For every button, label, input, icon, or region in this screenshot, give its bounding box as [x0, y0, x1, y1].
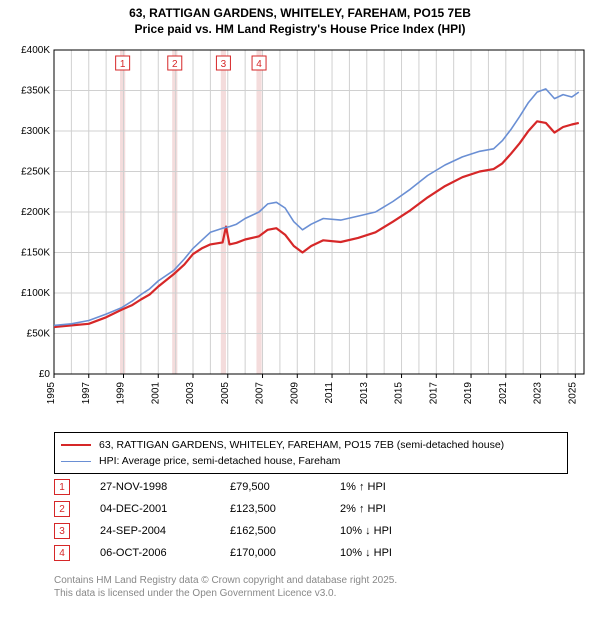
svg-text:2015: 2015: [394, 382, 405, 405]
table-row: 3 24-SEP-2004 £162,500 10% ↓ HPI: [54, 520, 440, 542]
footer-attribution: Contains HM Land Registry data © Crown c…: [54, 574, 397, 600]
sale-price: £162,500: [230, 525, 340, 537]
chart-title: 63, RATTIGAN GARDENS, WHITELEY, FAREHAM,…: [0, 0, 600, 37]
sale-date: 04-DEC-2001: [100, 503, 230, 515]
svg-text:£250K: £250K: [21, 167, 50, 178]
legend-item: 63, RATTIGAN GARDENS, WHITELEY, FAREHAM,…: [61, 437, 561, 453]
sale-date: 27-NOV-1998: [100, 481, 230, 493]
legend-swatch: [61, 461, 91, 462]
svg-text:2025: 2025: [567, 382, 578, 405]
footer-line2: This data is licensed under the Open Gov…: [54, 587, 397, 600]
legend-item: HPI: Average price, semi-detached house,…: [61, 453, 561, 469]
sale-date: 24-SEP-2004: [100, 525, 230, 537]
svg-text:£200K: £200K: [21, 207, 50, 218]
title-line1: 63, RATTIGAN GARDENS, WHITELEY, FAREHAM,…: [0, 6, 600, 22]
svg-text:2013: 2013: [359, 382, 370, 405]
svg-text:2005: 2005: [220, 382, 231, 405]
sale-price: £123,500: [230, 503, 340, 515]
svg-text:2021: 2021: [498, 382, 509, 405]
svg-text:£100K: £100K: [21, 288, 50, 299]
svg-text:£150K: £150K: [21, 248, 50, 259]
sale-pct: 1% ↑ HPI: [340, 481, 440, 493]
chart-area: £0 £50K £100K £150K £200K £250K £300K £350K £400…: [10, 44, 590, 424]
chart-svg: £0 £50K £100K £150K £200K £250K £300K £350K £400…: [10, 44, 590, 424]
sale-price: £170,000: [230, 547, 340, 559]
sale-marker-icon: 1: [54, 479, 70, 495]
svg-text:1999: 1999: [116, 382, 127, 405]
sales-table: 1 27-NOV-1998 £79,500 1% ↑ HPI 2 04-DEC-…: [54, 476, 440, 564]
sale-marker-icon: 4: [54, 545, 70, 561]
table-row: 4 06-OCT-2006 £170,000 10% ↓ HPI: [54, 542, 440, 564]
svg-text:2007: 2007: [255, 382, 266, 405]
sale-date: 06-OCT-2006: [100, 547, 230, 559]
svg-text:1997: 1997: [81, 382, 92, 405]
svg-text:2009: 2009: [289, 382, 300, 405]
svg-text:£350K: £350K: [21, 86, 50, 97]
svg-text:£0: £0: [39, 369, 51, 380]
sale-pct: 10% ↓ HPI: [340, 525, 440, 537]
legend: 63, RATTIGAN GARDENS, WHITELEY, FAREHAM,…: [54, 432, 568, 474]
svg-text:1995: 1995: [46, 382, 57, 405]
table-row: 1 27-NOV-1998 £79,500 1% ↑ HPI: [54, 476, 440, 498]
svg-text:4: 4: [256, 59, 262, 70]
chart-container: 63, RATTIGAN GARDENS, WHITELEY, FAREHAM,…: [0, 0, 600, 620]
sale-pct: 10% ↓ HPI: [340, 547, 440, 559]
legend-swatch: [61, 444, 91, 446]
svg-text:1: 1: [120, 59, 126, 70]
svg-text:2003: 2003: [185, 382, 196, 405]
svg-text:£300K: £300K: [21, 126, 50, 137]
svg-text:2017: 2017: [428, 382, 439, 405]
sale-marker-icon: 2: [54, 501, 70, 517]
sale-price: £79,500: [230, 481, 340, 493]
legend-label: 63, RATTIGAN GARDENS, WHITELEY, FAREHAM,…: [99, 439, 504, 451]
svg-text:2011: 2011: [324, 382, 335, 404]
sale-pct: 2% ↑ HPI: [340, 503, 440, 515]
svg-text:2001: 2001: [150, 382, 161, 405]
svg-text:£400K: £400K: [21, 45, 50, 56]
table-row: 2 04-DEC-2001 £123,500 2% ↑ HPI: [54, 498, 440, 520]
svg-text:2: 2: [172, 59, 178, 70]
sale-marker-icon: 3: [54, 523, 70, 539]
svg-text:2023: 2023: [533, 382, 544, 405]
footer-line1: Contains HM Land Registry data © Crown c…: [54, 574, 397, 587]
svg-text:2019: 2019: [463, 382, 474, 405]
legend-label: HPI: Average price, semi-detached house,…: [99, 455, 340, 467]
svg-text:£50K: £50K: [27, 329, 51, 340]
svg-text:3: 3: [221, 59, 227, 70]
title-line2: Price paid vs. HM Land Registry's House …: [0, 22, 600, 38]
